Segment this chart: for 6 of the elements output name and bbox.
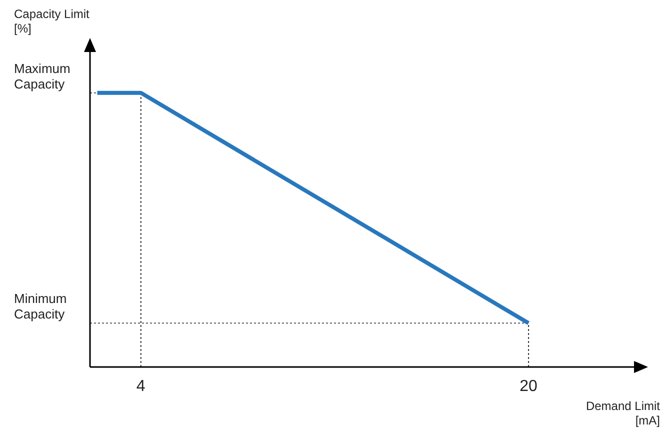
y-axis-title: Capacity Limit [%] (14, 7, 90, 36)
ref-line-label: Minimum Capacity (14, 291, 67, 322)
x-tick-label: 4 (136, 378, 146, 395)
x-axis-title: Demand Limit [mA] (586, 399, 661, 428)
x-tick-label: 20 (520, 378, 538, 395)
ref-line-label: Maximum Capacity (14, 60, 70, 92)
